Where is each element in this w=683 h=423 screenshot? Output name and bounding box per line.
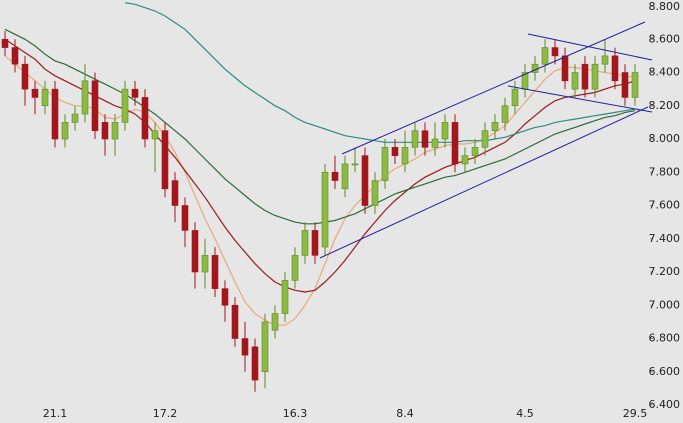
y-tick-label: 7.400 (649, 232, 681, 245)
candle-body (451, 122, 459, 165)
candle-body (571, 72, 579, 90)
candle-body (591, 63, 599, 90)
flag-lower (507, 85, 653, 113)
candle-body (211, 255, 219, 289)
candle-body (71, 113, 79, 123)
candle-body (151, 130, 159, 140)
channel-upper (341, 21, 646, 155)
moving-average-line (4, 38, 636, 293)
candle-body (391, 147, 399, 156)
y-tick-label: 8.600 (649, 32, 681, 45)
candle-body (161, 130, 169, 190)
candle-body (371, 180, 379, 206)
candle-body (241, 338, 249, 356)
x-tick-label: 17.2 (153, 407, 178, 420)
candle-body (101, 122, 109, 140)
x-tick-label: 4.5 (516, 407, 534, 420)
candle-body (471, 147, 479, 156)
candle-body (171, 180, 179, 206)
candle-body (411, 130, 419, 148)
candle-body (181, 205, 189, 231)
candle-body (611, 55, 619, 82)
candle-body (1, 38, 9, 48)
candle-body (201, 255, 209, 273)
candle-body (551, 47, 559, 57)
candle-body (31, 88, 39, 98)
candle-body (561, 55, 569, 82)
channel-lower (319, 106, 649, 259)
candle-body (301, 230, 309, 256)
x-tick-label: 8.4 (396, 407, 414, 420)
trend-lines (319, 21, 653, 259)
y-tick-label: 8.000 (649, 132, 681, 145)
candle-body (481, 130, 489, 148)
candle-body (601, 55, 609, 65)
moving-average-line (4, 55, 636, 326)
y-tick-label: 7.200 (649, 265, 681, 278)
y-tick-label: 8.800 (649, 0, 681, 13)
candle-body (511, 88, 519, 107)
y-tick-label: 6.400 (649, 398, 681, 411)
candle-body (361, 155, 369, 206)
y-tick-label: 7.000 (649, 298, 681, 311)
candle-body (381, 147, 389, 181)
candle-body (221, 288, 229, 306)
x-tick-label: 29.5 (623, 407, 648, 420)
candle-body (231, 304, 239, 339)
y-tick-label: 8.200 (649, 99, 681, 112)
candle-body (581, 63, 589, 90)
candle-body (321, 171, 329, 248)
candle-body (421, 130, 429, 148)
candle-body (271, 313, 279, 331)
candle-body (541, 47, 549, 65)
candle-body (261, 321, 269, 373)
moving-average-line (124, 2, 636, 143)
y-tick-label: 7.600 (649, 199, 681, 212)
candle-body (61, 122, 69, 140)
y-tick-label: 7.800 (649, 165, 681, 178)
candle-body (11, 47, 19, 65)
candle-body (631, 72, 639, 98)
moving-average-line (4, 28, 636, 225)
candle-body (51, 88, 59, 140)
candle-body (81, 80, 89, 115)
candle-body (461, 155, 469, 165)
candle-body (131, 88, 139, 98)
candle-body (441, 122, 449, 140)
y-tick-label: 8.400 (649, 66, 681, 79)
candle-body (291, 255, 299, 281)
candle-body (351, 163, 359, 166)
candle-body (21, 63, 29, 90)
flag-upper (527, 33, 653, 61)
candle-body (191, 230, 199, 273)
candle-body (141, 97, 149, 140)
candle-body (111, 122, 119, 140)
candle-body (621, 72, 629, 98)
candle-body (121, 88, 129, 123)
candle-body (341, 163, 349, 190)
candle-body (401, 147, 409, 165)
candle-body (431, 138, 439, 148)
candle-body (251, 346, 259, 381)
candle-body (491, 122, 499, 131)
y-tick-label: 6.800 (649, 332, 681, 345)
candle-body (91, 80, 99, 131)
x-tick-label: 16.3 (283, 407, 308, 420)
x-tick-label: 21.1 (43, 407, 68, 420)
candle-body (501, 105, 509, 123)
candle-body (331, 171, 339, 181)
candle-body (281, 280, 289, 314)
candle-body (41, 88, 49, 107)
candle-body (311, 230, 319, 256)
y-tick-label: 6.600 (649, 365, 681, 378)
